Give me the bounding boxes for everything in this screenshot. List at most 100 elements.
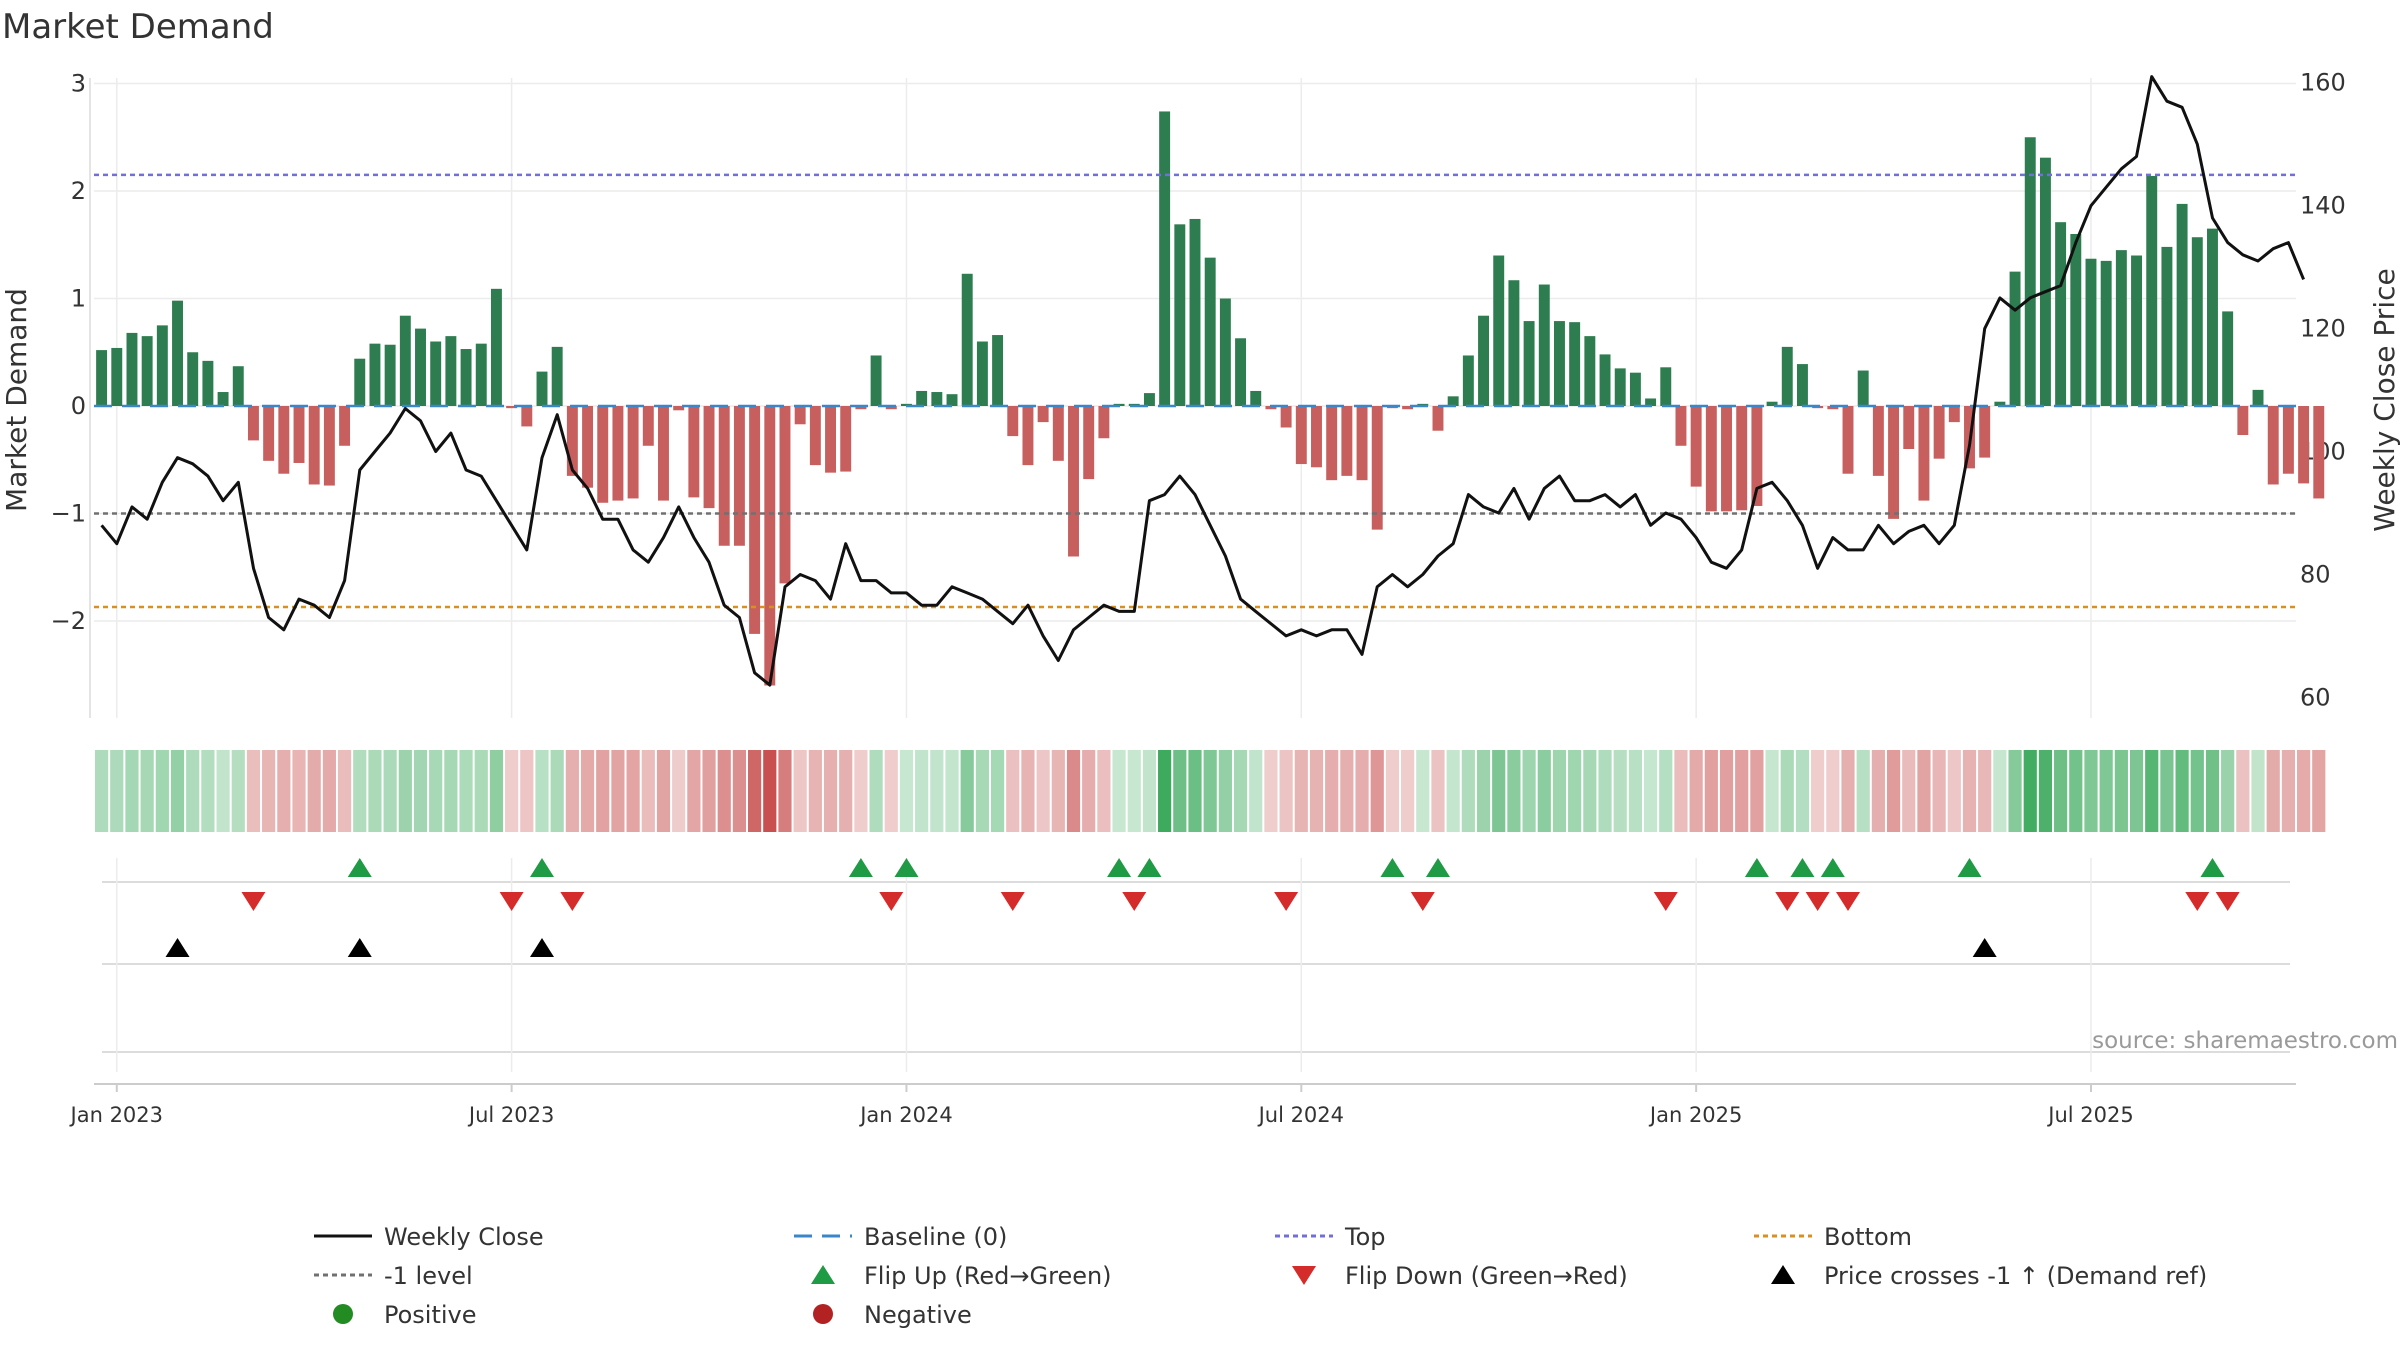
heat-cell (2023, 750, 2037, 832)
demand-bar (1037, 406, 1049, 423)
demand-bar (217, 392, 229, 406)
demand-bar (1265, 406, 1277, 410)
demand-bar (1933, 406, 1945, 459)
demand-bar (1341, 406, 1353, 476)
flip-up-marker (529, 858, 554, 877)
demand-bar (369, 343, 381, 406)
demand-bar (2115, 250, 2127, 406)
left-tick-label: 2 (71, 177, 86, 205)
flip-down-marker (1653, 892, 1678, 911)
demand-bar (1948, 406, 1960, 423)
demand-bar (187, 352, 199, 406)
heat-cell (1446, 750, 1460, 832)
demand-bar (1219, 298, 1231, 406)
demand-bar (156, 325, 168, 406)
demand-bar (2131, 255, 2143, 406)
demand-bar (597, 406, 609, 503)
heat-cell (1051, 750, 1065, 832)
flip-down-marker (1000, 892, 1025, 911)
legend-triangle-down-icon (1292, 1266, 1316, 1285)
flip-down-marker (1836, 892, 1861, 911)
heat-cell (1886, 750, 1901, 832)
heat-cell (580, 750, 595, 832)
heat-cell (1492, 750, 1506, 832)
left-axis-title: Market Demand (0, 288, 33, 512)
flip-up-marker (848, 858, 873, 877)
heat-cell (1233, 750, 1248, 832)
legend-item: Weekly Close (314, 1223, 544, 1251)
heat-cell (231, 750, 245, 832)
heat-cell (1355, 750, 1369, 832)
heat-cell (1476, 750, 1491, 832)
demand-bar (1022, 406, 1034, 466)
demand-bar (733, 406, 745, 546)
heat-cell (915, 750, 929, 832)
heat-cell (474, 750, 488, 832)
flip-down-marker (2215, 892, 2240, 911)
heat-cell (1461, 750, 1475, 832)
heat-cell (596, 750, 610, 832)
heat-cell (2175, 750, 2189, 832)
demand-bar (460, 349, 472, 406)
demand-bar (1781, 346, 1793, 406)
heat-cell (201, 750, 215, 832)
heat-cell (2114, 750, 2128, 832)
heat-cell (1643, 750, 1658, 832)
heat-cell (1522, 750, 1536, 832)
flip-up-marker (894, 858, 919, 877)
demand-bar (612, 406, 624, 501)
demand-bar (2039, 157, 2051, 406)
heat-cell (1006, 750, 1020, 832)
flip-down-marker (1775, 892, 1800, 911)
legend-label: Positive (384, 1301, 477, 1329)
heat-cell (1158, 750, 1172, 832)
weekly-close-line (100, 75, 2305, 687)
heat-cell (550, 750, 564, 832)
heat-cell (2205, 750, 2220, 832)
heat-cell (2054, 750, 2068, 832)
heat-cell (1780, 750, 1794, 832)
demand-bar (521, 406, 533, 427)
demand-bar (490, 288, 502, 406)
demand-bar (2298, 406, 2310, 484)
heat-cell (125, 750, 139, 832)
demand-bar (2070, 234, 2082, 406)
demand-bar (202, 360, 214, 406)
heat-cell (1613, 750, 1627, 832)
legend-label: Flip Up (Red→Green) (864, 1262, 1112, 1290)
legend-item: -1 level (314, 1262, 473, 1290)
demand-bar (992, 335, 1004, 406)
heat-cell (732, 750, 747, 832)
heat-cell (459, 750, 473, 832)
legend-label: Price crosses -1 ↑ (Demand ref) (1824, 1262, 2207, 1290)
demand-bar (1903, 406, 1915, 449)
heat-cell (1795, 750, 1810, 832)
heat-cell (1173, 750, 1187, 832)
demand-bar (2267, 406, 2279, 485)
heat-cell (292, 750, 306, 832)
heat-cell (520, 750, 534, 832)
heat-cell (1249, 750, 1263, 832)
demand-bar (1979, 406, 1991, 458)
heat-cell (1340, 750, 1354, 832)
demand-bar (399, 315, 411, 406)
heat-cell (489, 750, 504, 832)
legend-item: Flip Down (Green→Red) (1292, 1262, 1628, 1290)
heat-cell (1871, 750, 1885, 832)
legend: Weekly Close Baseline (0) Top Bottom -1 leve… (314, 1223, 2207, 1329)
demand-bar (946, 394, 958, 406)
demand-bar (1554, 321, 1565, 406)
heat-cell (2251, 750, 2265, 832)
demand-bar (1371, 406, 1383, 530)
x-axis: Jan 2023 Jul 2023 Jan 2024 Jul 2024 Jan 2025… (69, 1084, 2134, 1127)
right-tick-label: 140 (2300, 192, 2346, 220)
heat-cell (611, 750, 625, 832)
demand-bar (2100, 260, 2112, 406)
heat-cell (1036, 750, 1050, 832)
demand-bar (293, 406, 305, 463)
demand-bar (931, 392, 943, 406)
demand-bar (916, 390, 928, 406)
x-tick-label: Jan 2025 (1648, 1103, 1743, 1127)
left-tick-label: −2 (51, 607, 86, 635)
